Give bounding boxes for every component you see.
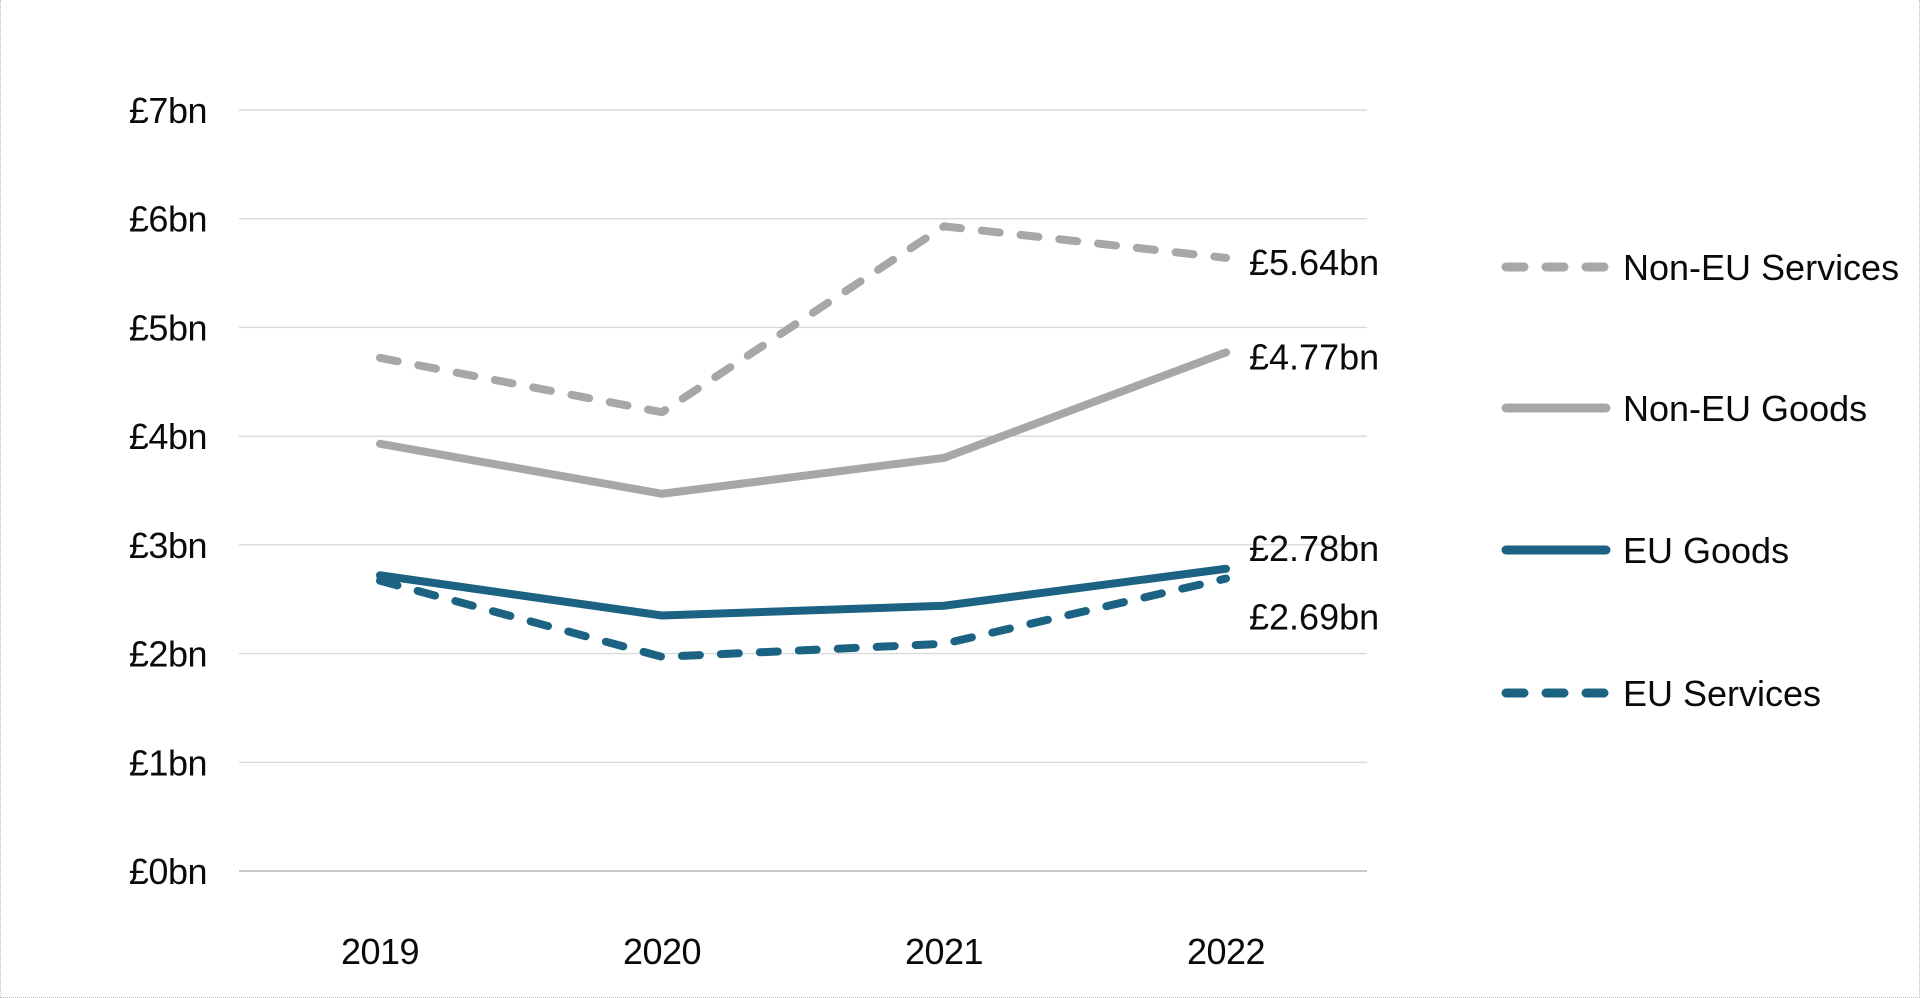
legend-item-non-eu-goods: Non-EU Goods [1501, 388, 1867, 429]
legend-item-eu-goods: EU Goods [1501, 530, 1789, 571]
y-tick-label: £6bn [129, 199, 207, 240]
x-tick-label-2019: 2019 [341, 931, 419, 972]
legend-label-non-eu-goods: Non-EU Goods [1623, 388, 1867, 429]
series-end-label-eu-services: £2.69bn [1249, 597, 1379, 638]
y-tick-label: £3bn [129, 525, 207, 566]
series-line-non-eu-goods [376, 348, 1230, 498]
legend-label-eu-services: EU Services [1623, 673, 1821, 714]
series-end-label-non-eu-services: £5.64bn [1249, 242, 1379, 283]
legend-item-non-eu-services: Non-EU Services [1501, 247, 1899, 288]
legend-item-eu-services: EU Services [1501, 673, 1821, 714]
y-tick-label: £4bn [129, 416, 207, 457]
legend-label-non-eu-services: Non-EU Services [1623, 247, 1899, 288]
y-tick-label: £7bn [129, 90, 207, 131]
y-tick-label: £1bn [129, 742, 207, 783]
legend-label-eu-goods: EU Goods [1623, 530, 1789, 571]
x-tick-label-2020: 2020 [623, 931, 701, 972]
x-tick-label-2022: 2022 [1187, 931, 1265, 972]
y-tick-label: £0bn [129, 851, 207, 892]
series-end-label-eu-goods: £2.78bn [1249, 528, 1379, 569]
x-tick-label-2021: 2021 [905, 931, 983, 972]
series-end-label-non-eu-goods: £4.77bn [1249, 336, 1379, 377]
series-line-eu-goods [376, 564, 1230, 620]
series-line-eu-services [376, 574, 1230, 661]
y-tick-label: £5bn [129, 307, 207, 348]
series-line-non-eu-services [376, 222, 1230, 417]
y-tick-label: £2bn [129, 634, 207, 675]
